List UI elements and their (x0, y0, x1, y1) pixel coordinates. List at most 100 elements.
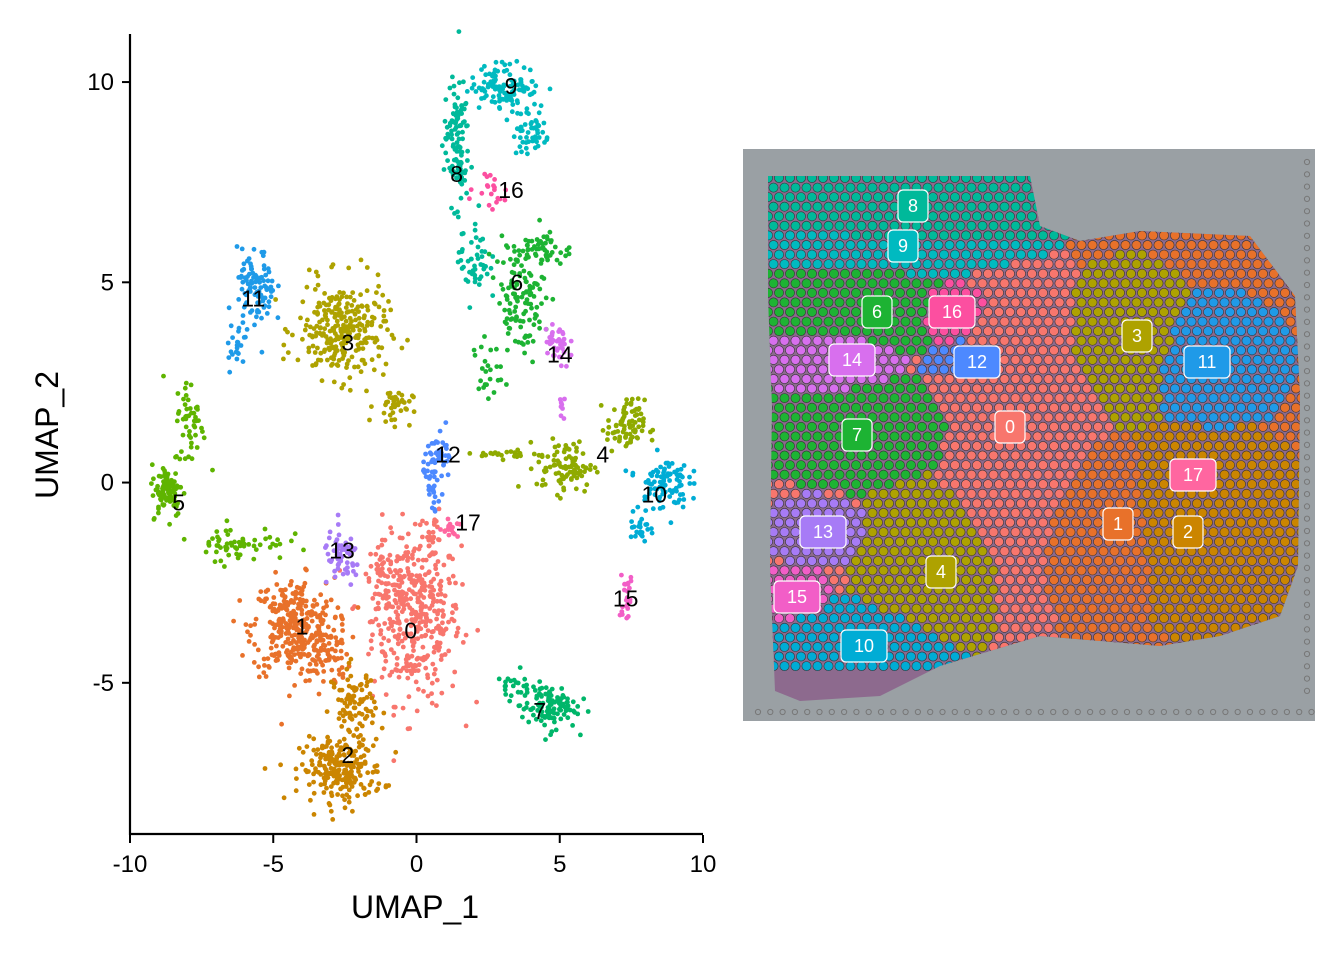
spatial-spot (1241, 431, 1252, 442)
umap-point (261, 670, 267, 675)
spatial-spot (768, 278, 779, 289)
spatial-spot (1049, 460, 1059, 470)
spatial-spot (1219, 278, 1230, 289)
umap-point (339, 622, 345, 627)
umap-point (263, 285, 269, 290)
spatial-spot (1131, 374, 1142, 384)
spatial-spot (1093, 326, 1103, 336)
umap-point (557, 460, 562, 466)
spatial-spot (1274, 431, 1285, 442)
spatial-spot (818, 402, 828, 413)
umap-point (271, 595, 277, 600)
spatial-spot (950, 268, 960, 279)
spatial-spot (1269, 421, 1279, 432)
umap-point (269, 639, 275, 645)
spatial-spot (878, 220, 889, 231)
spatial-spot (818, 498, 828, 509)
spatial-spot (944, 240, 955, 250)
spatial-spot (1137, 383, 1147, 394)
spatial-spot (829, 268, 839, 279)
spatial-spot (1065, 354, 1076, 365)
spatial-spot (1049, 326, 1059, 336)
spatial-spot (1027, 479, 1037, 490)
spatial-spot (895, 345, 905, 356)
umap-point (551, 706, 557, 712)
umap-point (528, 707, 533, 713)
umap-point (522, 335, 528, 340)
umap-point (297, 628, 302, 633)
umap-point (362, 328, 368, 334)
umap-point (334, 553, 340, 559)
umap-point (507, 698, 513, 704)
spatial-spot (1027, 421, 1037, 432)
spatial-spot (1038, 479, 1048, 490)
umap-point (421, 595, 427, 600)
umap-point (258, 589, 264, 594)
umap-point (373, 705, 378, 711)
umap-point (525, 247, 531, 252)
spatial-spot (1285, 412, 1296, 423)
spatial-spot (774, 364, 784, 375)
spatial-spot (1280, 421, 1290, 432)
umap-point (439, 653, 445, 659)
umap-point (369, 779, 375, 784)
spatial-spot (779, 182, 790, 193)
fiducial (1025, 708, 1032, 716)
umap-label-3: 3 (341, 329, 354, 355)
spatial-spot (856, 488, 867, 499)
umap-point (638, 411, 644, 417)
spatial-spot (1269, 479, 1279, 490)
spatial-spot (966, 335, 977, 346)
spatial-spot (1087, 374, 1098, 384)
umap-point (278, 762, 283, 768)
spatial-spot (834, 488, 845, 499)
spatial-spot (889, 469, 900, 480)
spatial-spot (1258, 460, 1268, 470)
spatial-spot (1291, 460, 1300, 470)
spatial-spot (1087, 297, 1098, 308)
umap-point (260, 298, 266, 304)
spatial-spot (1137, 441, 1147, 451)
umap-point (657, 479, 663, 485)
umap-point (484, 271, 490, 277)
spatial-spot (1093, 364, 1103, 375)
spatial-spot (1164, 450, 1175, 461)
spatial-spot (1263, 335, 1274, 346)
umap-point (262, 663, 267, 668)
umap-label-10: 10 (641, 482, 667, 508)
umap-point (438, 454, 444, 460)
spatial-spot (961, 211, 971, 222)
umap-point (461, 106, 467, 112)
umap-point (460, 582, 465, 587)
umap-point (587, 467, 593, 472)
umap-point (326, 641, 332, 646)
spatial-spot (1109, 259, 1120, 269)
umap-point (483, 72, 489, 78)
spatial-spot (895, 460, 905, 470)
umap-point (571, 441, 576, 447)
spatial-spot (1065, 412, 1076, 423)
umap-point (271, 606, 277, 612)
umap-point (649, 526, 654, 531)
umap-point (536, 459, 542, 465)
umap-point (505, 245, 511, 250)
umap-point (565, 696, 570, 702)
umap-point (358, 782, 364, 787)
umap-point (519, 128, 525, 134)
umap-point (351, 568, 356, 574)
umap-point (276, 653, 282, 658)
spatial-spot (823, 412, 834, 423)
spatial-spot (1126, 307, 1136, 317)
spatial-spot (774, 176, 784, 183)
umap-point (358, 369, 364, 375)
spatial-spot (1087, 412, 1098, 423)
umap-point (538, 103, 544, 109)
umap-cluster-14 (543, 322, 574, 421)
spatial-spot (983, 230, 993, 241)
umap-point (436, 537, 442, 543)
umap-point (436, 506, 442, 512)
spatial-spot (1071, 402, 1081, 413)
spatial-spot (1247, 326, 1257, 336)
spatial-spot (1060, 287, 1070, 298)
spatial-spot (1241, 488, 1252, 499)
